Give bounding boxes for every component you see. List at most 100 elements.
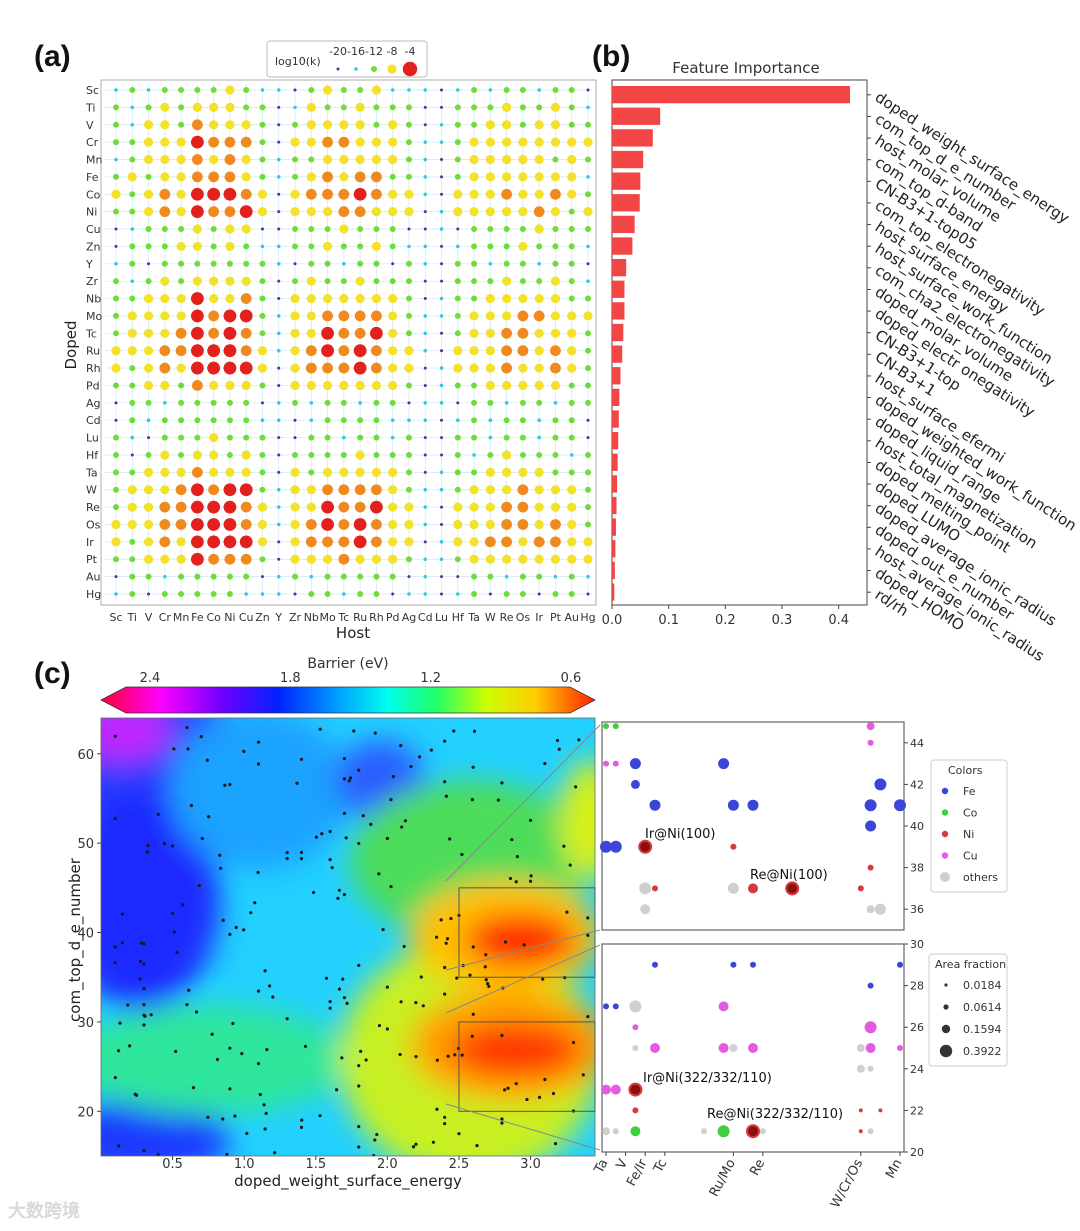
bubble-Nb-Nb xyxy=(306,293,316,304)
bubble-Rh-Cu xyxy=(239,361,253,375)
bubble-Re-Co xyxy=(207,500,221,514)
bubble-Re-Pt xyxy=(550,502,561,512)
zoom-upper-content xyxy=(600,722,906,915)
sample-point xyxy=(514,880,518,884)
zoom-point-others xyxy=(759,1128,766,1135)
bubble-Y-V xyxy=(147,262,151,266)
bubble-Ni-Ti xyxy=(129,208,136,215)
bubble-Rh-Ta xyxy=(469,363,479,373)
colorbar-tick: 2.4 xyxy=(140,671,161,686)
sample-point xyxy=(443,1115,447,1119)
bubble-W-Fe xyxy=(190,483,204,497)
sample-point xyxy=(128,1044,132,1048)
bubble-Cd-Ir xyxy=(537,418,541,423)
bubble-Mn-Pt xyxy=(552,156,559,163)
bubble-Os-Au xyxy=(567,519,577,530)
host-tick: Fe xyxy=(191,611,204,624)
bubble-Y-Rh xyxy=(373,260,380,267)
bubble-Rh-Ag xyxy=(404,363,414,373)
host-tick: Ir xyxy=(535,611,543,624)
sample-point xyxy=(348,776,353,780)
sample-point xyxy=(359,1049,363,1053)
bubble-Cu-Co xyxy=(210,226,217,233)
bubble-Y-Mo xyxy=(324,260,331,267)
bubble-Ir-Re xyxy=(501,536,513,548)
bubble-Ag-Mn xyxy=(178,399,185,406)
bubble-Cu-Pt xyxy=(552,226,559,233)
bubble-Zn-Ni xyxy=(225,241,235,252)
bubble-Cd-Lu xyxy=(440,418,444,422)
bubble-W-Nb xyxy=(306,485,316,495)
bubble-Hg-Ti xyxy=(129,591,136,597)
sample-point xyxy=(256,762,261,766)
y-tick-label: 60 xyxy=(77,748,94,763)
bar-doped_electr onegativity xyxy=(612,302,625,320)
bubble-Re-Os xyxy=(517,501,529,513)
bubble-Ti-W xyxy=(487,104,494,111)
bubble-Lu-Ag xyxy=(405,434,412,441)
bubble-Au-Pd xyxy=(389,573,396,580)
sample-point xyxy=(225,1152,229,1156)
bubble-Co-W xyxy=(485,189,495,199)
bubble-Cd-Co xyxy=(210,417,217,424)
bubble-Rh-Fe xyxy=(190,361,204,375)
bubble-V-Zr xyxy=(292,121,299,128)
bubble-Ta-Co xyxy=(209,467,219,477)
sample-point xyxy=(273,1151,277,1155)
sample-point xyxy=(197,883,201,888)
bubble-Mn-Hf xyxy=(454,156,461,163)
bubble-Ag-Zr xyxy=(292,399,299,406)
bubble-Co-Mo xyxy=(322,188,333,200)
bubble-V-Ni xyxy=(225,120,235,130)
bubble-Os-Mn xyxy=(175,519,187,530)
bubble-Co-Rh xyxy=(371,188,382,200)
bubble-Pt-Pd xyxy=(388,554,398,564)
sample-point xyxy=(435,1107,439,1111)
bubble-Mo-Zn xyxy=(259,312,266,319)
x-tick-label: 0.3 xyxy=(772,613,793,628)
bubble-Tc-Pd xyxy=(388,328,398,338)
bubble-Hf-Cu xyxy=(241,450,251,460)
sample-point xyxy=(172,747,176,751)
bubble-V-Ti xyxy=(130,122,135,127)
bubble-Au-Fe xyxy=(194,573,201,580)
sample-point xyxy=(210,1032,214,1036)
bubble-Cu-Hf xyxy=(456,227,460,231)
bubble-Rh-Y xyxy=(277,366,281,370)
zoom-point-Fe xyxy=(600,840,612,853)
host-tick: Co xyxy=(206,611,221,624)
legend-area-label: 0.1594 xyxy=(963,1023,1002,1036)
bubble-Nb-W xyxy=(485,293,495,304)
bubble-Ti-Zn xyxy=(259,104,266,111)
connector-4 xyxy=(445,1103,601,1151)
bubble-Hf-Au xyxy=(569,453,574,457)
sample-point xyxy=(228,1046,232,1050)
bubble-Co-Re xyxy=(501,188,513,200)
bubble-Ti-Nb xyxy=(306,102,316,112)
sample-point xyxy=(264,1111,268,1115)
bubble-Re-Ag xyxy=(404,502,414,512)
bubble-Mo-Sc xyxy=(113,312,119,319)
legend-area-dot xyxy=(941,1024,951,1034)
bubble-Ta-Fe xyxy=(191,466,203,478)
bubble-Ag-Ta xyxy=(471,399,478,406)
bubble-Nb-Zr xyxy=(290,293,300,304)
bubble-Zn-Cu xyxy=(243,243,250,250)
sample-point xyxy=(223,783,227,787)
bubble-Fe-Re xyxy=(502,172,512,182)
bubble-Au-Lu xyxy=(440,575,444,579)
bubble-Lu-Au xyxy=(568,434,575,441)
bubble-Cu-Nb xyxy=(308,226,315,233)
bubble-Cd-Ta xyxy=(471,417,478,424)
bubble-Os-Zn xyxy=(257,519,268,530)
sample-point xyxy=(117,1144,121,1148)
bubble-Mo-Pd xyxy=(388,311,398,321)
bubble-Ag-Mo xyxy=(324,399,331,406)
bubble-Ni-Zr xyxy=(290,207,300,217)
bubble-Re-Ru xyxy=(354,501,366,513)
bubble-Co-Ir xyxy=(534,189,544,199)
bubble-Zr-Re xyxy=(502,276,512,286)
bubble-Au-Co xyxy=(210,573,217,580)
bubble-Zn-Y xyxy=(276,244,281,249)
